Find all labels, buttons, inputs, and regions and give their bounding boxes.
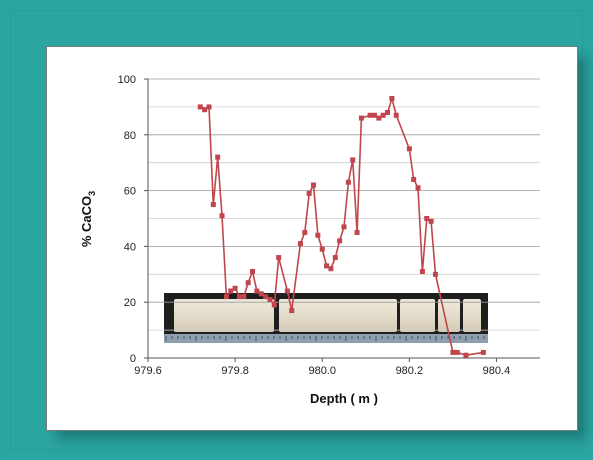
x-tick-label: 980.4: [483, 365, 511, 377]
data-point-marker: [254, 288, 260, 294]
y-tick-label: 80: [124, 130, 136, 142]
data-point-marker: [219, 213, 225, 219]
data-point-marker: [302, 229, 308, 235]
x-tick-label: 980.0: [308, 365, 336, 377]
chart-axes: [144, 78, 540, 362]
core-sample-photo: [164, 293, 488, 343]
data-point-marker: [376, 115, 382, 121]
data-point-marker: [332, 255, 338, 261]
y-axis-title: % CaCO3: [79, 191, 97, 247]
data-point-marker: [206, 104, 212, 110]
x-axis-title: Depth ( m ): [310, 391, 378, 406]
data-point-marker: [245, 280, 251, 286]
data-point-marker: [223, 294, 229, 300]
core-photo-scale-ticks: [165, 336, 485, 341]
data-point-marker: [311, 182, 317, 188]
x-tick-label: 979.6: [134, 365, 162, 377]
data-point-marker: [415, 185, 421, 191]
data-point-marker: [250, 269, 256, 275]
x-tick-label: 980.2: [396, 365, 424, 377]
data-point-marker: [271, 302, 277, 308]
data-point-marker: [328, 266, 334, 272]
data-point-marker: [236, 294, 242, 300]
y-tick-label: 40: [124, 241, 136, 253]
y-tick-labels: 0 20 40 60 80 100: [118, 74, 136, 365]
data-point-marker: [424, 216, 430, 221]
data-point-marker: [276, 255, 282, 261]
chart-svg: 0 20 40 60 80 100 979.6 979.8 980.0 980.2 980.4 D…: [79, 74, 540, 406]
data-point-marker: [297, 241, 303, 247]
chart-card: 0 20 40 60 80 100 979.6 979.8 980.0 980.2 980.4 D…: [46, 46, 578, 431]
core-photo-scale-bar: [164, 334, 488, 343]
core-segment: [463, 299, 481, 332]
data-point-marker: [480, 349, 486, 355]
data-point-marker: [393, 112, 399, 118]
data-point-marker: [267, 296, 273, 302]
y-tick-label: 0: [130, 353, 136, 365]
series-layer: [197, 96, 486, 358]
data-point-marker: [454, 349, 460, 355]
data-point-marker: [228, 288, 234, 294]
data-point-marker: [202, 107, 208, 113]
core-segment: [174, 299, 274, 332]
data-point-marker: [210, 202, 216, 208]
data-point-marker: [367, 112, 373, 118]
data-point-marker: [419, 269, 425, 275]
data-point-marker: [232, 285, 238, 291]
data-point-marker: [350, 157, 356, 163]
data-point-marker: [263, 294, 269, 300]
data-point-marker: [337, 238, 343, 244]
data-point-marker: [289, 308, 295, 314]
data-point-marker: [241, 294, 247, 300]
chart-gridlines: [148, 78, 540, 331]
data-point-marker: [432, 271, 438, 277]
data-point-marker: [406, 146, 412, 152]
y-tick-label: 100: [118, 74, 136, 86]
data-point-marker: [345, 179, 351, 185]
data-point-marker: [341, 224, 347, 230]
data-point-marker: [389, 96, 395, 102]
data-point-marker: [380, 112, 386, 118]
data-point-marker: [358, 115, 364, 121]
y-tick-label: 20: [124, 297, 136, 309]
data-point-marker: [463, 352, 469, 358]
data-point-marker: [315, 232, 321, 238]
data-point-marker: [385, 109, 391, 115]
y-tick-label: 60: [124, 186, 136, 198]
data-point-marker: [215, 154, 221, 160]
data-point-marker: [450, 349, 456, 355]
data-point-marker: [354, 229, 360, 235]
data-point-marker: [411, 176, 417, 182]
data-point-marker: [197, 104, 203, 110]
data-point-marker: [428, 218, 434, 224]
data-point-marker: [324, 263, 330, 269]
core-segment: [400, 299, 435, 332]
data-point-marker: [371, 112, 377, 118]
data-point-marker: [284, 288, 290, 294]
x-tick-label: 979.8: [221, 365, 249, 377]
data-point-marker: [306, 190, 312, 196]
x-tick-labels: 979.6 979.8 980.0 980.2 980.4: [134, 365, 510, 377]
data-point-marker: [319, 246, 325, 252]
data-point-marker: [258, 291, 264, 297]
core-segment: [279, 299, 397, 332]
